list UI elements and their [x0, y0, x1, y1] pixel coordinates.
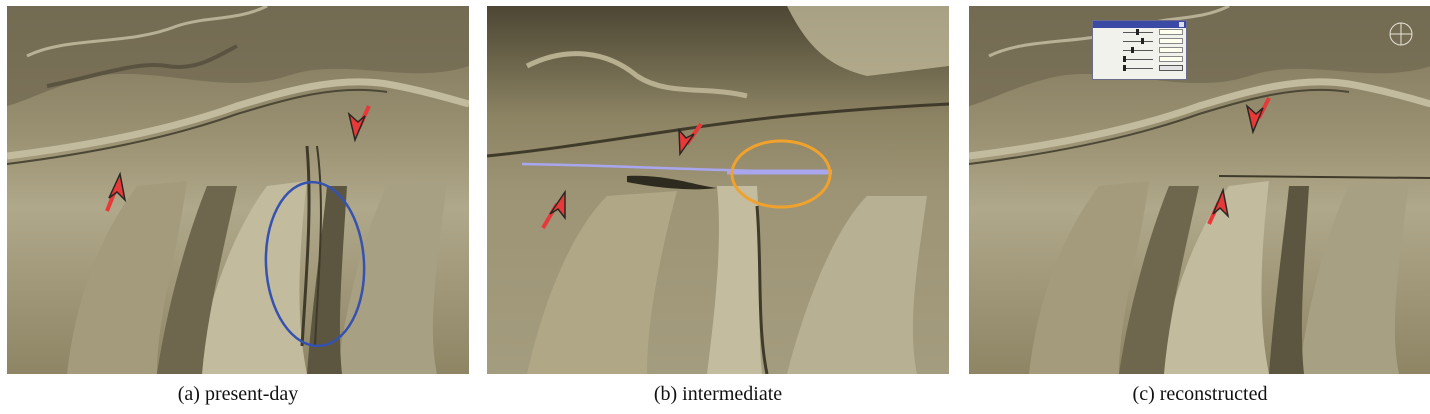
value-field[interactable]	[1159, 38, 1183, 44]
tool-dialog[interactable]	[1092, 20, 1187, 80]
close-icon[interactable]	[1179, 22, 1184, 27]
arrow-marker	[105, 171, 127, 212]
panel-reconstructed	[969, 6, 1430, 374]
slider-knob[interactable]	[1141, 38, 1144, 44]
terrain-image	[969, 6, 1430, 374]
slider-knob[interactable]	[1123, 56, 1126, 62]
terrain-image	[7, 6, 469, 374]
orientation-gizmo-icon[interactable]	[1389, 22, 1413, 46]
dialog-button[interactable]	[1159, 65, 1183, 71]
caption-present-day: (a) present-day	[177, 383, 299, 405]
highlight-ellipse	[264, 180, 366, 348]
arrow-marker	[541, 189, 566, 230]
slider-knob[interactable]	[1131, 47, 1134, 53]
panel-intermediate	[487, 6, 949, 374]
panel-present-day	[7, 6, 469, 374]
caption-reconstructed: (c) reconstructed	[1132, 383, 1268, 405]
dialog-title-bar[interactable]	[1093, 21, 1186, 28]
dialog-slider-row[interactable]	[1093, 37, 1186, 46]
dialog-slider-row[interactable]	[1093, 46, 1186, 55]
slider-knob[interactable]	[1123, 65, 1126, 71]
arrow-marker	[347, 105, 371, 143]
dialog-slider-row[interactable]	[1093, 64, 1186, 73]
caption-intermediate: (b) intermediate	[653, 383, 783, 405]
value-field[interactable]	[1159, 56, 1183, 62]
arrow-marker	[678, 122, 703, 157]
value-field[interactable]	[1159, 29, 1183, 35]
dialog-slider-row[interactable]	[1093, 28, 1186, 37]
highlight-ellipse	[730, 139, 832, 209]
terrain-image	[487, 6, 949, 374]
arrow-marker	[1207, 187, 1230, 225]
dialog-slider-row[interactable]	[1093, 55, 1186, 64]
slider-knob[interactable]	[1136, 29, 1139, 35]
arrow-marker	[1245, 97, 1271, 135]
value-field[interactable]	[1159, 47, 1183, 53]
